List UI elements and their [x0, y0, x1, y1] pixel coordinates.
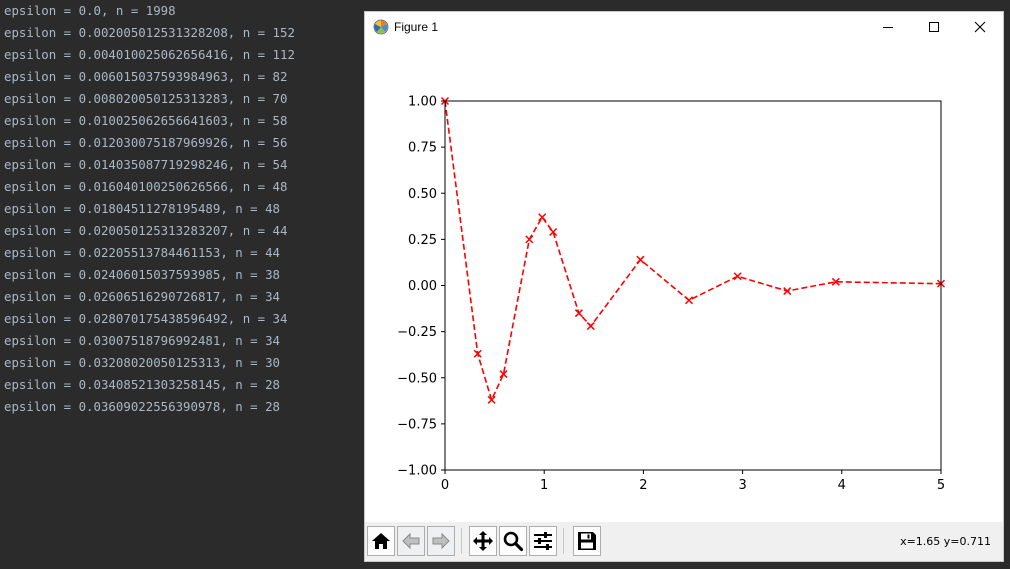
window-title: Figure 1: [394, 20, 439, 34]
forward-arrow-icon: [432, 532, 450, 550]
x-tick-label: 1: [540, 478, 548, 493]
cursor-coordinates: x=1.65 y=0.711: [900, 535, 991, 548]
data-point-marker: [487, 395, 496, 404]
x-tick-label: 2: [639, 478, 647, 493]
console-line: epsilon = 0.028070175438596492, n = 34: [4, 311, 288, 326]
save-floppy-icon: [578, 532, 596, 550]
navigation-toolbar: x=1.65 y=0.711: [365, 522, 1003, 561]
console-line: epsilon = 0.012030075187969926, n = 56: [4, 135, 288, 150]
console-line: epsilon = 0.010025062656641603, n = 58: [4, 113, 288, 128]
pan-button[interactable]: [469, 526, 497, 556]
data-point-marker: [831, 277, 840, 286]
figure-window[interactable]: Figure 1 1.00 0.75 0.50 0.25 0.00 −0.25 −0.50 −…: [364, 11, 1004, 562]
console-line: epsilon = 0.008020050125313283, n = 70: [4, 91, 288, 106]
forward-button[interactable]: [427, 526, 455, 556]
y-tick-label: −0.50: [397, 371, 437, 386]
y-tick-label: 1.00: [408, 95, 437, 110]
pan-move-icon: [473, 531, 493, 551]
zoom-magnifier-icon: [503, 531, 524, 552]
y-tick-label: −0.75: [397, 417, 437, 432]
console-line: epsilon = 0.006015037593984963, n = 82: [4, 69, 288, 84]
zoom-button[interactable]: [499, 526, 527, 556]
home-icon: [372, 533, 390, 549]
console-line: epsilon = 0.0, n = 1998: [4, 3, 176, 18]
console-line: epsilon = 0.002005012531328208, n = 152: [4, 25, 295, 40]
back-button[interactable]: [397, 526, 425, 556]
data-point-marker: [538, 213, 547, 222]
title-bar[interactable]: Figure 1: [365, 12, 1003, 42]
y-tick-label: 0.75: [408, 141, 437, 156]
console-line: epsilon = 0.01804511278195489, n = 48: [4, 201, 281, 216]
data-point-marker: [636, 255, 645, 264]
console-line: epsilon = 0.03408521303258145, n = 28: [4, 377, 281, 392]
save-button[interactable]: [573, 526, 601, 556]
matplotlib-logo-icon: [373, 19, 389, 35]
figure-background: [365, 42, 1003, 522]
data-point-marker: [733, 272, 742, 281]
console-panel: epsilon = 0.0, n = 1998 epsilon = 0.00200…: [0, 0, 362, 569]
home-button[interactable]: [367, 526, 395, 556]
x-axis: 0 1 2 3 4 5: [441, 470, 945, 493]
minimize-button[interactable]: [865, 12, 911, 42]
configure-subplots-button[interactable]: [529, 526, 557, 556]
x-tick-label: 5: [937, 478, 945, 493]
back-arrow-icon: [402, 532, 420, 550]
console-line: epsilon = 0.014035087719298246, n = 54: [4, 157, 288, 172]
close-button[interactable]: [957, 12, 1003, 42]
console-line: epsilon = 0.004010025062656416, n = 112: [4, 47, 295, 62]
minimize-icon: [883, 27, 893, 28]
toolbar-separator: [563, 528, 564, 554]
data-point-marker: [783, 287, 792, 296]
data-point-marker: [525, 235, 534, 244]
maximize-icon: [929, 22, 939, 32]
y-tick-label: −1.00: [397, 464, 437, 479]
data-point-marker: [499, 370, 508, 379]
console-line: epsilon = 0.016040100250626566, n = 48: [4, 179, 288, 194]
data-point-marker: [549, 227, 558, 237]
x-tick-label: 3: [738, 478, 746, 493]
x-tick-label: 4: [838, 478, 846, 493]
console-line: epsilon = 0.03208020050125313, n = 30: [4, 355, 281, 370]
console-line: epsilon = 0.02606516290726817, n = 34: [4, 289, 281, 304]
console-line: epsilon = 0.02406015037593985, n = 38: [4, 267, 281, 282]
console-line: epsilon = 0.03609022556390978, n = 28: [4, 399, 281, 414]
y-tick-label: 0.25: [408, 233, 437, 248]
y-tick-label: 0.50: [408, 187, 437, 202]
y-tick-label: −0.25: [397, 325, 437, 340]
configure-subplots-icon: [534, 532, 552, 550]
data-point-marker: [685, 296, 694, 305]
y-tick-label: 0.00: [408, 279, 437, 294]
figure-canvas[interactable]: 1.00 0.75 0.50 0.25 0.00 −0.25 −0.50 −0.75 −1.00…: [365, 42, 1003, 522]
toolbar-separator: [461, 528, 462, 554]
axes-frame: [444, 100, 942, 471]
console-line: epsilon = 0.03007518796992481, n = 34: [4, 333, 281, 348]
data-point-marker: [473, 349, 482, 358]
data-point-marker: [574, 309, 583, 318]
y-axis: 1.00 0.75 0.50 0.25 0.00 −0.25 −0.50 −0.75 −1.00: [397, 95, 445, 479]
close-icon: [974, 21, 986, 33]
console-line: epsilon = 0.020050125313283207, n = 44: [4, 223, 288, 238]
console-line: epsilon = 0.02205513784461153, n = 44: [4, 245, 281, 260]
maximize-button[interactable]: [911, 12, 957, 42]
x-tick-label: 0: [441, 478, 449, 493]
data-point-marker: [586, 322, 595, 331]
